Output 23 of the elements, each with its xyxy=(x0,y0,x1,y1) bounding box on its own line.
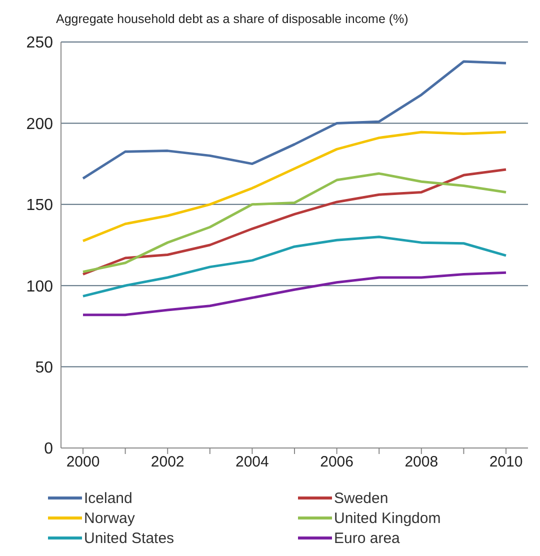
legend-label: United States xyxy=(84,530,174,546)
legend-label: Norway xyxy=(84,510,135,526)
x-tick-label: 2004 xyxy=(236,454,269,471)
x-tick-label: 2000 xyxy=(66,454,100,471)
legend-label: United Kingdom xyxy=(334,510,441,526)
x-tick-label: 2006 xyxy=(320,454,354,471)
x-tick-label: 2008 xyxy=(404,454,438,471)
chart-title: Aggregate household debt as a share of disposable income (%) xyxy=(55,11,410,28)
legend-label: Euro area xyxy=(334,530,400,546)
y-tick-label: 100 xyxy=(26,278,54,296)
y-tick-label: 200 xyxy=(26,116,54,133)
line-series xyxy=(82,271,508,316)
line-series xyxy=(82,130,508,242)
x-tick-label: 2010 xyxy=(489,454,523,471)
y-tick-label: 50 xyxy=(35,359,54,376)
y-tick-label: 150 xyxy=(26,197,54,214)
x-tick-label: 2002 xyxy=(150,454,184,471)
y-tick-label: 250 xyxy=(26,34,54,52)
legend-label: Sweden xyxy=(334,490,388,506)
line-series xyxy=(82,60,508,180)
line-series xyxy=(82,236,508,298)
legend-label: Iceland xyxy=(84,490,132,506)
y-tick-label: 0 xyxy=(44,440,54,458)
